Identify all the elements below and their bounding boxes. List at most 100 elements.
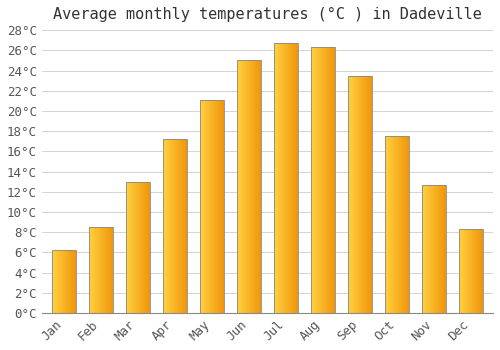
Bar xyxy=(210,100,211,313)
Bar xyxy=(389,136,390,313)
Bar xyxy=(356,76,358,313)
Bar xyxy=(207,100,208,313)
Bar xyxy=(404,136,405,313)
Bar xyxy=(93,227,94,313)
Bar xyxy=(242,61,244,313)
Bar xyxy=(126,182,150,313)
Bar xyxy=(56,250,57,313)
Bar xyxy=(72,250,73,313)
Bar xyxy=(401,136,402,313)
Bar xyxy=(237,61,261,313)
Bar xyxy=(171,139,172,313)
Bar xyxy=(388,136,389,313)
Bar xyxy=(222,100,223,313)
Bar xyxy=(258,61,260,313)
Bar xyxy=(398,136,400,313)
Bar xyxy=(368,76,370,313)
Bar xyxy=(97,227,98,313)
Bar xyxy=(428,185,429,313)
Bar xyxy=(135,182,136,313)
Bar xyxy=(89,227,90,313)
Bar xyxy=(133,182,134,313)
Bar xyxy=(215,100,216,313)
Bar xyxy=(98,227,100,313)
Bar xyxy=(75,250,76,313)
Bar xyxy=(370,76,371,313)
Bar xyxy=(238,61,240,313)
Bar xyxy=(286,43,288,313)
Bar xyxy=(217,100,218,313)
Bar xyxy=(392,136,393,313)
Bar xyxy=(61,250,62,313)
Bar xyxy=(106,227,108,313)
Bar xyxy=(422,185,424,313)
Bar xyxy=(348,76,350,313)
Bar xyxy=(442,185,444,313)
Bar xyxy=(149,182,150,313)
Bar xyxy=(257,61,258,313)
Bar xyxy=(55,250,56,313)
Bar xyxy=(109,227,110,313)
Bar xyxy=(323,47,324,313)
Bar xyxy=(202,100,203,313)
Bar xyxy=(200,100,224,313)
Bar xyxy=(422,185,446,313)
Bar xyxy=(53,250,54,313)
Bar xyxy=(480,229,482,313)
Bar xyxy=(285,43,286,313)
Bar xyxy=(52,250,53,313)
Bar xyxy=(441,185,442,313)
Bar xyxy=(90,227,92,313)
Bar xyxy=(214,100,215,313)
Bar xyxy=(71,250,72,313)
Bar xyxy=(52,250,76,313)
Bar xyxy=(351,76,352,313)
Bar xyxy=(430,185,432,313)
Bar xyxy=(385,136,409,313)
Bar xyxy=(65,250,66,313)
Bar xyxy=(139,182,140,313)
Bar xyxy=(425,185,426,313)
Bar xyxy=(212,100,213,313)
Bar xyxy=(331,47,332,313)
Bar xyxy=(136,182,137,313)
Bar xyxy=(474,229,475,313)
Bar xyxy=(132,182,133,313)
Bar xyxy=(471,229,472,313)
Bar xyxy=(248,61,249,313)
Bar xyxy=(276,43,277,313)
Bar xyxy=(208,100,210,313)
Bar xyxy=(137,182,138,313)
Bar xyxy=(405,136,406,313)
Bar xyxy=(402,136,404,313)
Bar xyxy=(241,61,242,313)
Bar xyxy=(64,250,65,313)
Bar xyxy=(73,250,74,313)
Bar xyxy=(220,100,221,313)
Bar xyxy=(274,43,298,313)
Bar xyxy=(253,61,254,313)
Bar xyxy=(142,182,143,313)
Bar xyxy=(172,139,174,313)
Bar xyxy=(476,229,478,313)
Bar xyxy=(200,100,202,313)
Bar xyxy=(170,139,171,313)
Bar xyxy=(184,139,186,313)
Bar xyxy=(63,250,64,313)
Bar xyxy=(277,43,278,313)
Bar xyxy=(141,182,142,313)
Bar xyxy=(326,47,327,313)
Bar xyxy=(147,182,148,313)
Bar xyxy=(319,47,320,313)
Bar xyxy=(437,185,438,313)
Bar xyxy=(54,250,55,313)
Bar xyxy=(478,229,479,313)
Bar xyxy=(360,76,362,313)
Bar xyxy=(320,47,322,313)
Bar xyxy=(322,47,323,313)
Bar xyxy=(129,182,130,313)
Bar xyxy=(146,182,147,313)
Bar xyxy=(315,47,316,313)
Bar xyxy=(472,229,474,313)
Bar xyxy=(69,250,70,313)
